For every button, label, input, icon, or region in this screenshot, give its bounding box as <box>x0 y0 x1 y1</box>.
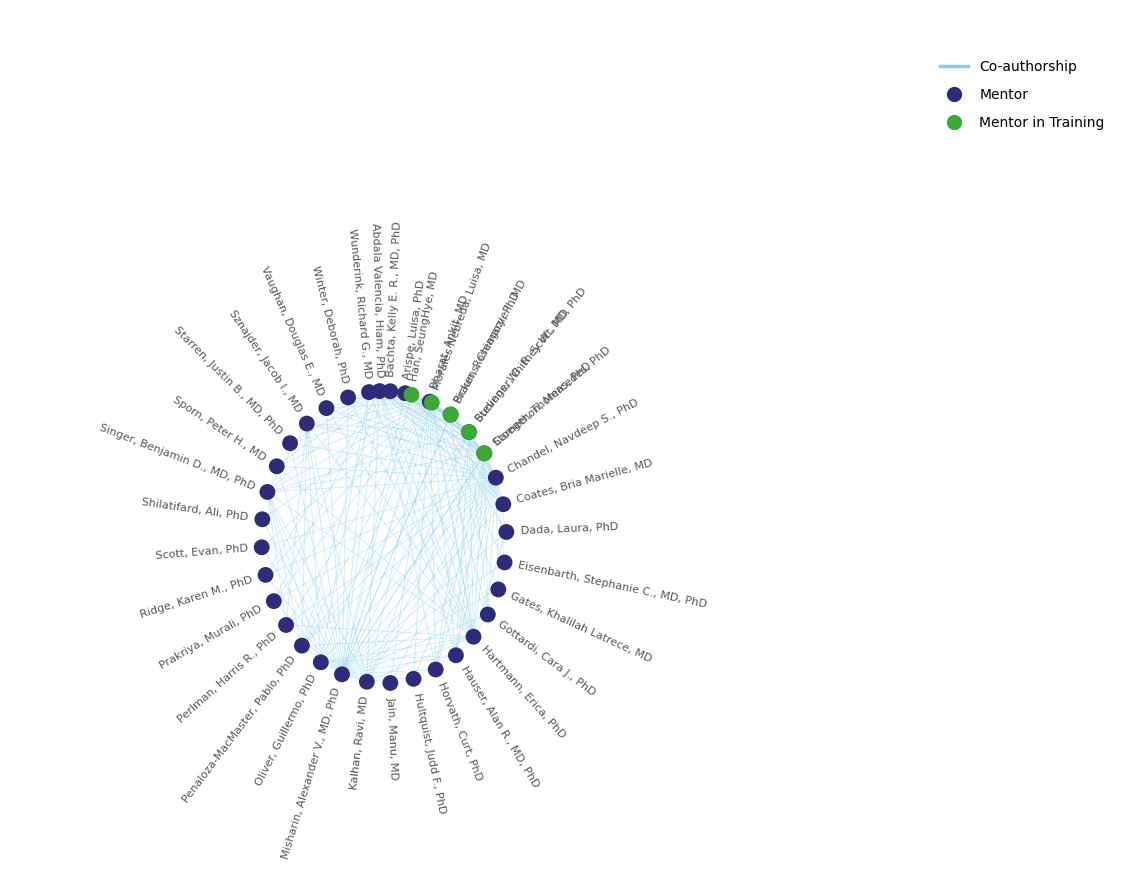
Text: Sporn, Peter H., MD: Sporn, Peter H., MD <box>171 395 268 463</box>
Point <box>277 618 295 632</box>
Point <box>465 630 483 644</box>
Point <box>382 676 400 690</box>
Point <box>498 525 516 539</box>
Point <box>490 582 508 596</box>
Point <box>339 390 357 404</box>
Point <box>358 675 376 689</box>
Point <box>370 384 388 398</box>
Text: Oliver, Guillermo, PhD: Oliver, Guillermo, PhD <box>254 673 319 788</box>
Point <box>422 396 440 410</box>
Point <box>441 408 459 422</box>
Text: Bharat, Ankit, MD: Bharat, Ankit, MD <box>430 293 471 390</box>
Point <box>333 667 351 681</box>
Point <box>404 672 422 686</box>
Point <box>257 568 275 582</box>
Text: Sznajder, Jacob I., MD: Sznajder, Jacob I., MD <box>226 308 303 415</box>
Text: Gottardi, Cara J., PhD: Gottardi, Cara J., PhD <box>497 619 597 698</box>
Text: Kalhan, Ravi, MD: Kalhan, Ravi, MD <box>349 695 370 790</box>
Text: Horvath, Curt, PhD: Horvath, Curt, PhD <box>436 681 484 782</box>
Text: Pickens, Chiagozie I., MD: Pickens, Chiagozie I., MD <box>453 278 528 404</box>
Point <box>479 607 497 621</box>
Point <box>461 425 479 439</box>
Text: Penaloza-MacMaster, Pablo, PhD: Penaloza-MacMaster, Pablo, PhD <box>180 654 297 804</box>
Text: Misharin, Alexander V., MD, PhD: Misharin, Alexander V., MD, PhD <box>280 686 342 861</box>
Point <box>253 512 271 526</box>
Text: Scott, Evan, PhD: Scott, Evan, PhD <box>154 544 248 561</box>
Text: Stevens, Whitney W., MD, PhD: Stevens, Whitney W., MD, PhD <box>474 286 589 424</box>
Point <box>441 408 459 422</box>
Point <box>297 417 315 431</box>
Point <box>396 386 414 400</box>
Text: Hartmann, Erica, PhD: Hartmann, Erica, PhD <box>480 644 568 740</box>
Text: Budinger, G. R. Scott, MD: Budinger, G. R. Scott, MD <box>474 307 571 424</box>
Point <box>258 485 276 499</box>
Text: Wunderink, Richard G., MD: Wunderink, Richard G., MD <box>347 227 373 379</box>
Text: Dada, Laura, PhD: Dada, Laura, PhD <box>520 522 618 537</box>
Point <box>318 401 336 415</box>
Text: Vaughan, Douglas E., MD: Vaughan, Douglas E., MD <box>259 265 325 397</box>
Text: Abdala Valencia, Hiam, PhD: Abdala Valencia, Hiam, PhD <box>369 222 384 377</box>
Point <box>312 655 330 670</box>
Point <box>475 447 493 461</box>
Point <box>447 648 465 663</box>
Point <box>360 385 378 399</box>
Text: Prakriya, Murali, PhD: Prakriya, Murali, PhD <box>159 603 265 671</box>
Text: Perlman, Harris R., PhD: Perlman, Harris R., PhD <box>176 631 279 725</box>
Text: Jain, Manu, MD: Jain, Manu, MD <box>386 697 400 781</box>
Point <box>382 384 400 398</box>
Text: Eisenbarth, Stephanie C., MD, PhD: Eisenbarth, Stephanie C., MD, PhD <box>517 560 708 610</box>
Text: Starren, Justin B., MD, PhD: Starren, Justin B., MD, PhD <box>172 325 284 437</box>
Text: Hauser, Alan R., MD, PhD: Hauser, Alan R., MD, PhD <box>459 665 540 789</box>
Point <box>427 663 445 677</box>
Text: Morales Nebreda, Luisa, MD: Morales Nebreda, Luisa, MD <box>431 241 493 391</box>
Text: Shilatifard, Ali, PhD: Shilatifard, Ali, PhD <box>141 497 249 522</box>
Text: Bachta, Kelly E. R., MD, PhD: Bachta, Kelly E. R., MD, PhD <box>386 221 403 377</box>
Text: Arispe, Luisa, PhD: Arispe, Luisa, PhD <box>402 279 427 380</box>
Point <box>494 497 512 511</box>
Point <box>495 555 513 569</box>
Point <box>293 639 311 653</box>
Text: Chandel, Navdeep S., PhD: Chandel, Navdeep S., PhD <box>506 398 640 476</box>
Point <box>421 395 439 409</box>
Point <box>461 425 479 439</box>
Point <box>265 594 283 608</box>
Text: Stoeger, Thomas, PhD: Stoeger, Thomas, PhD <box>492 361 593 448</box>
Text: Ridge, Karen M., PhD: Ridge, Karen M., PhD <box>138 574 253 619</box>
Point <box>475 447 493 461</box>
Text: Winter, Deborah, PhD: Winter, Deborah, PhD <box>310 265 349 385</box>
Point <box>252 540 270 554</box>
Point <box>486 470 504 485</box>
Text: Han, SeungHye, MD: Han, SeungHye, MD <box>409 270 440 381</box>
Point <box>268 459 286 473</box>
Text: Coates, Bria Marielle, MD: Coates, Bria Marielle, MD <box>516 458 654 506</box>
Text: Braun, Rosemary, PhD: Braun, Rosemary, PhD <box>453 290 521 404</box>
Legend: Co-authorship, Mentor, Mentor in Training: Co-authorship, Mentor, Mentor in Trainin… <box>935 55 1110 136</box>
Text: Hultquist, Judd F., PhD: Hultquist, Judd F., PhD <box>411 692 447 814</box>
Text: Carnethon, Mercedes, PhD: Carnethon, Mercedes, PhD <box>492 345 613 448</box>
Text: Singer, Benjamin D., MD, PhD: Singer, Benjamin D., MD, PhD <box>98 422 256 492</box>
Text: Gates, Khalilah Latrece, MD: Gates, Khalilah Latrece, MD <box>509 591 654 664</box>
Point <box>402 388 420 402</box>
Point <box>282 436 300 450</box>
